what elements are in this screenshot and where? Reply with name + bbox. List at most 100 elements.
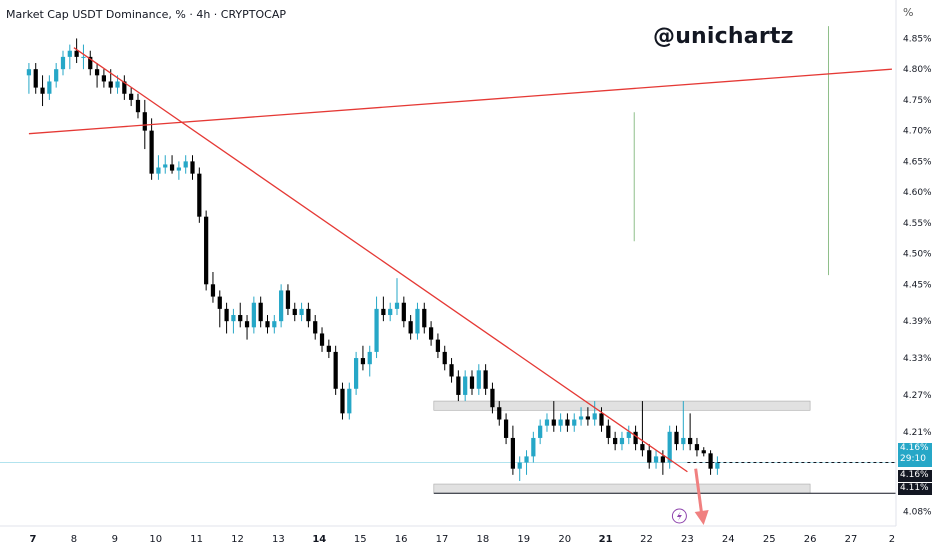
candle-body (483, 370, 488, 389)
candle-body (517, 462, 522, 469)
candle-body (340, 388, 345, 414)
candle-body (204, 216, 209, 285)
candle-body (101, 75, 107, 82)
x-tick-label: 16 (395, 534, 408, 545)
y-tick-label: 4.75% (903, 96, 932, 106)
candle-body (313, 321, 318, 334)
x-tick-label: 8 (71, 534, 77, 545)
x-tick-label: 26 (804, 534, 817, 545)
candle-body (122, 81, 127, 94)
percent-scale-button[interactable]: % (903, 6, 914, 19)
chart-title: Market Cap USDT Dominance, % · 4h · CRYP… (6, 8, 286, 21)
candle-body (183, 161, 188, 168)
candle-body (231, 315, 236, 322)
candle-body (360, 358, 366, 365)
candle-body (701, 450, 706, 454)
candle-body (585, 416, 590, 420)
candle-body (74, 50, 79, 57)
x-tick-label: 25 (763, 534, 776, 545)
candle-body (244, 321, 250, 328)
candle-body (578, 416, 584, 420)
arrow-shaft (694, 468, 704, 515)
candle-body (224, 308, 229, 322)
x-tick-label: 23 (681, 534, 694, 545)
candle-body (428, 327, 434, 340)
candle-body (367, 351, 372, 365)
arrow-head (694, 510, 709, 525)
down-arrow (694, 468, 709, 525)
y-tick-label: 4.39% (903, 317, 932, 327)
candle-body (456, 376, 461, 395)
y-tick-label: 4.08% (903, 508, 932, 518)
candle-body (476, 370, 481, 389)
candle-body (176, 167, 181, 171)
candle-body (333, 351, 338, 389)
candle-body (524, 456, 529, 463)
x-tick-label: 15 (354, 534, 367, 545)
y-tick-label: 4.85% (903, 34, 932, 44)
x-tick-label: 10 (149, 534, 162, 545)
x-tick-label: 19 (517, 534, 530, 545)
candle-body (47, 81, 52, 94)
candle-body (469, 376, 475, 389)
candle-body (26, 69, 32, 76)
candle-body (156, 167, 161, 174)
y-tick-label: 4.21% (903, 428, 932, 438)
candle-body (510, 437, 516, 469)
trendlines (28, 47, 892, 473)
candle-body (60, 56, 66, 70)
candle-body (142, 112, 147, 131)
candle-body (265, 321, 270, 328)
vertical-lines (633, 26, 830, 276)
candle-body (613, 437, 618, 445)
x-tick-label: 24 (722, 534, 735, 545)
candle-body (688, 437, 693, 445)
x-tick-label: 13 (272, 534, 285, 545)
candle-body (626, 431, 631, 438)
candle-body (299, 308, 304, 316)
x-tick-label: 12 (231, 534, 244, 545)
last-price-label: 4.16% (898, 470, 932, 482)
candle-body (251, 302, 256, 328)
candle-body (667, 431, 672, 463)
x-tick-label: 20 (558, 534, 571, 545)
candle-body (606, 425, 611, 438)
candle-body (238, 315, 243, 322)
candle-body (149, 130, 154, 174)
candle-body (422, 308, 427, 328)
candle-body (408, 321, 413, 334)
candle-body (326, 345, 331, 352)
y-tick-label: 4.50% (903, 250, 932, 260)
candle-body (347, 388, 352, 414)
candle-body (572, 419, 577, 426)
candle-body (538, 425, 543, 438)
candles (26, 38, 720, 481)
current-price-value: 4.16% (900, 443, 929, 453)
candle-body (108, 81, 113, 88)
candle-body (599, 413, 604, 426)
x-axis[interactable]: 7 8 9 10 11 12 13 14 15 16 17 18 19 20 21 22 23 24 25 26 27 2 (0, 508, 896, 545)
trendline (73, 47, 688, 473)
trendline (28, 68, 892, 135)
candle-body (353, 358, 359, 389)
x-tick-label: 11 (190, 534, 203, 545)
candle-body (715, 462, 720, 469)
candle-body (94, 69, 100, 76)
candle-body (708, 453, 713, 469)
candle-body (67, 50, 72, 57)
candle-body (163, 164, 168, 168)
candle-body (633, 431, 638, 445)
y-tick-label: 4.55% (903, 219, 932, 229)
y-tick-label: 4.80% (903, 65, 932, 75)
candle-body (135, 99, 141, 113)
candle-body (435, 339, 441, 352)
y-tick-label: 4.70% (903, 127, 932, 137)
y-tick-label: 4.65% (903, 157, 932, 167)
candle-body (292, 308, 297, 316)
candle-body (551, 419, 556, 426)
candle-body (381, 308, 386, 316)
candle-body (674, 431, 679, 445)
candle-body (640, 444, 645, 451)
